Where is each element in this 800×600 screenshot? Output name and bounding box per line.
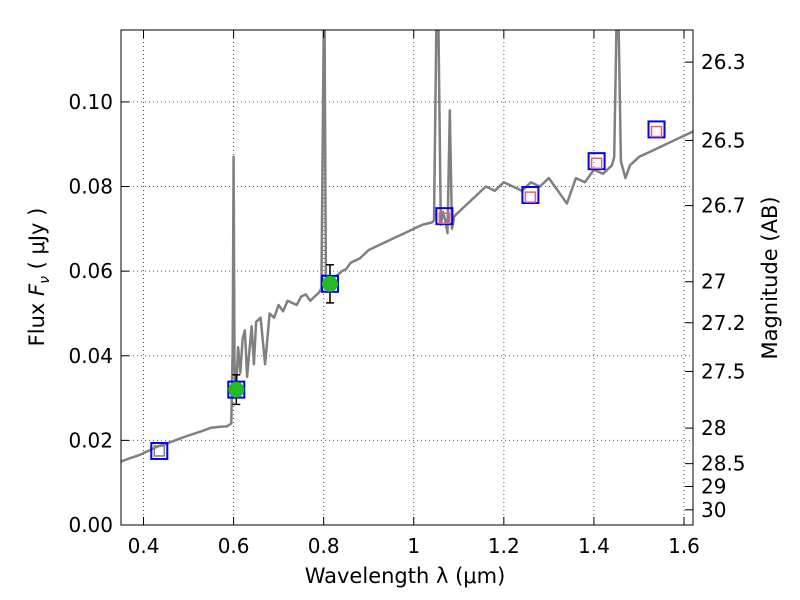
plot-frame — [120, 29, 694, 526]
y-tick-label: 0.00 — [68, 513, 113, 537]
y2-tick-label: 27 — [701, 270, 726, 294]
observed-photometry-point — [153, 445, 166, 457]
model-photometry-marker — [587, 152, 606, 171]
y2-tick-label: 26.5 — [701, 128, 746, 152]
y2-tick-label: 28.5 — [701, 452, 746, 476]
x-tick-label: 1.4 — [578, 534, 610, 558]
x-tick-label: 0.4 — [128, 534, 160, 558]
y-tick-label: 0.08 — [68, 175, 113, 199]
x-tick-label: 0.6 — [218, 534, 250, 558]
observed-photometry-point — [650, 125, 663, 138]
y-axis-label-prefix: Flux — [25, 296, 49, 346]
model-photometry-marker — [647, 120, 666, 139]
ticks: 0.4 0.6 0.8 1 1.2 1.4 1.6 0.00 0.02 0.04 0.06 0.08 0… — [68, 30, 746, 558]
model-photometry-marker — [150, 441, 169, 460]
y2-tick-label: 27.2 — [701, 311, 746, 335]
y-tick-label: 0.10 — [68, 90, 113, 114]
y-axis-label-unit: ( μJy ) — [25, 208, 49, 276]
y2-tick-label: 30 — [701, 498, 726, 522]
y2-axis-label: Magnitude (AB) — [758, 196, 782, 359]
observed-photometry-point — [524, 191, 537, 203]
y-axis-label-subscript: ν — [37, 276, 53, 284]
y2-tick-label: 26.3 — [701, 50, 746, 74]
observed-photometry-point — [321, 275, 338, 292]
observed-photometry-point — [590, 157, 603, 170]
x-tick-label: 1.2 — [488, 534, 520, 558]
marker-layer — [150, 120, 666, 460]
x-axis-label: Wavelength λ (μm) — [305, 564, 506, 588]
y-tick-label: 0.02 — [68, 428, 113, 452]
y2-tick-label: 26.7 — [701, 194, 746, 218]
y2-tick-label: 27.5 — [701, 359, 746, 383]
y-axis-label: Flux Fν ( μJy ) — [25, 208, 53, 347]
x-tick-label: 0.8 — [308, 534, 340, 558]
x-tick-label: 1.6 — [668, 534, 700, 558]
y-tick-label: 0.06 — [68, 259, 113, 283]
y2-tick-label: 28 — [701, 416, 726, 440]
model-photometry-marker — [435, 207, 454, 226]
y2-tick-label: 29 — [701, 475, 726, 499]
x-tick-label: 1 — [407, 534, 420, 558]
y-axis-label-symbol: F — [25, 283, 49, 296]
model-photometry-marker — [521, 186, 540, 204]
y-tick-label: 0.04 — [68, 344, 113, 368]
observed-photometry-point — [438, 212, 451, 225]
observed-photometry-point — [228, 381, 245, 398]
